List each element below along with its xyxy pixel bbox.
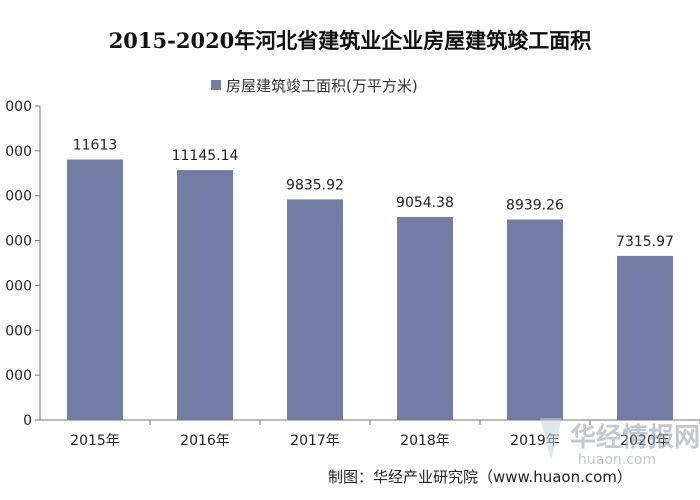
x-tick-label: 2020年	[620, 433, 670, 449]
bar	[507, 219, 563, 420]
source-note: 制图：华经产业研究院（www.huaon.com）	[328, 468, 632, 486]
x-tick-label: 2017年	[290, 433, 340, 449]
data-label: 9835.92	[286, 177, 344, 193]
y-tick-label: 000	[5, 144, 32, 160]
bar	[617, 255, 673, 420]
bar	[67, 159, 123, 421]
legend-swatch	[211, 80, 221, 90]
x-tick-label: 2018年	[400, 433, 450, 449]
bar	[287, 199, 343, 420]
data-labels: 11613 11145.14 9835.92 9054.38 8939.26 7315.9…	[73, 138, 674, 250]
data-label: 9054.38	[396, 195, 454, 211]
watermark-name: 华经情报网	[570, 422, 700, 453]
bars	[67, 159, 673, 421]
y-tick-label: 000	[5, 189, 32, 205]
bar	[177, 170, 233, 420]
legend: 房屋建筑竣工面积(万平方米)	[211, 77, 418, 95]
watermark-url: huaon.com	[578, 452, 656, 468]
y-tick-label: 000	[5, 234, 32, 250]
data-label: 11613	[73, 138, 118, 154]
data-label: 11145.14	[172, 148, 239, 164]
y-tick-label: 000	[5, 368, 32, 384]
y-tick-label: 000	[5, 323, 32, 339]
y-tick-label: 0	[23, 413, 32, 429]
y-tick-label: 000	[5, 278, 32, 294]
data-label: 7315.97	[616, 234, 674, 250]
y-tick-label: 000	[5, 99, 32, 115]
x-tick-label: 2015年	[70, 433, 120, 449]
data-label: 8939.26	[506, 198, 564, 214]
watermark-logo-icon	[540, 418, 562, 460]
x-axis: 2015年 2016年 2017年 2018年 2019年 2020年	[40, 419, 700, 449]
legend-label: 房屋建筑竣工面积(万平方米)	[226, 77, 418, 95]
watermark: 华经情报网 huaon.com	[540, 418, 700, 468]
x-tick-label: 2016年	[180, 433, 230, 449]
bar	[397, 216, 453, 420]
chart-title: 2015-2020年河北省建筑业企业房屋建筑竣工面积	[109, 28, 592, 53]
